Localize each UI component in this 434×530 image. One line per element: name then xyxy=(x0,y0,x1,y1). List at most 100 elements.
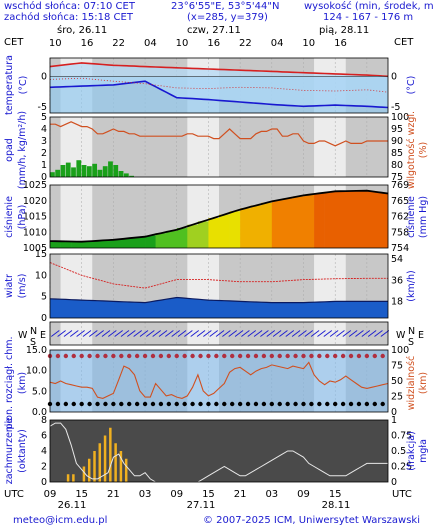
cloud-base-dot xyxy=(142,401,148,407)
cloud-top-dot xyxy=(293,353,298,359)
cloud-extent-axis-label: pion. rozciągł. chm. xyxy=(4,336,15,429)
hour-tick-top: 10 xyxy=(176,38,189,49)
wind-direction-arrow xyxy=(361,330,371,337)
pressure-tick: 1005 xyxy=(23,243,47,254)
pressure-area-strip xyxy=(92,240,104,248)
hour-tick-top: 16 xyxy=(207,38,220,49)
wind-direction-arrow xyxy=(317,330,326,337)
precip-unit-label: (mm/h, kg/m²/h) xyxy=(17,111,28,189)
wind-direction-arrow xyxy=(190,330,199,337)
wind-tick: 10 xyxy=(35,270,47,281)
panel-4-frame xyxy=(49,321,389,346)
precip-bar xyxy=(55,169,61,177)
cloud-base-dot xyxy=(206,401,211,407)
pressure-mmhg-tick: 762 xyxy=(391,212,409,223)
temp-max-line xyxy=(49,62,389,78)
precip-axis-label: opad xyxy=(4,138,15,162)
precip-tick: 2 xyxy=(41,148,47,159)
dewpoint-line xyxy=(49,77,389,93)
cloud-top-dot xyxy=(134,353,140,359)
low-cloud-bar xyxy=(109,427,112,482)
wind-direction-arrow xyxy=(234,330,244,337)
contact-email[interactable]: meteo@icm.edu.pl xyxy=(13,515,108,526)
pressure-area-strip xyxy=(71,241,82,248)
precip-bar xyxy=(76,160,82,177)
wind-direction-arrow xyxy=(114,330,123,337)
cloud-base-dot xyxy=(372,401,377,407)
fog-tick: 0.5 xyxy=(391,446,406,457)
cloud-base-dot xyxy=(63,401,69,407)
cloud-top-dot xyxy=(127,353,132,359)
panel-1-night-2 xyxy=(219,117,315,177)
sunset-text: zachód słońca: 15:18 CET xyxy=(4,12,133,23)
cloud-km-tick: 10.0 xyxy=(26,366,47,377)
grid-point-text: (x=285, y=379) xyxy=(187,12,268,23)
wind-direction-arrow xyxy=(253,330,263,337)
low-cloud-bar xyxy=(93,451,96,482)
cloud-base-dot xyxy=(127,401,132,407)
cloud-base-dot xyxy=(222,401,227,407)
sunrise-text: wschód słońca: 07:10 CET xyxy=(4,1,135,12)
hour-tick-bottom: 09 xyxy=(44,489,57,500)
precip-bar xyxy=(102,166,108,177)
cloud-base-dot xyxy=(150,401,156,407)
wind-direction-arrow xyxy=(171,330,180,337)
wind-direction-arrow xyxy=(329,330,339,337)
fog-tick: 0.75 xyxy=(391,431,412,442)
pressure-tick: 1025 xyxy=(23,180,47,191)
hour-tick-bottom: 15 xyxy=(75,489,88,500)
wind-rose-E-right: E xyxy=(418,330,424,341)
pressure-area-strip xyxy=(123,238,135,248)
precip-tick: 0 xyxy=(41,172,47,183)
wind-direction-arrow xyxy=(215,330,225,337)
cloud-top-dot xyxy=(332,353,338,359)
cloud-top-dot xyxy=(166,353,172,359)
tz-label-right: CET xyxy=(394,37,414,48)
cloud-top-dot xyxy=(55,353,61,359)
cloud-top-dot xyxy=(253,353,259,359)
coordinates-text: 23°6'55"E, 53°5'44"N xyxy=(171,1,280,12)
cloudiness-bg xyxy=(50,420,388,482)
pressure-mmhg-tick: 758 xyxy=(391,227,409,238)
wind-direction-arrow xyxy=(228,330,238,337)
wind-direction-arrow xyxy=(158,330,168,337)
wind-rose-W-right: W xyxy=(396,330,406,341)
pressure-area-strip xyxy=(229,211,241,248)
pressure-unit-right: (mm Hg) xyxy=(418,196,429,238)
pressure-mmhg-tick: 754 xyxy=(391,243,409,254)
visibility-axis-label: widzialność xyxy=(406,356,417,411)
cloud-top-dot xyxy=(380,353,385,359)
hour-tick-bottom: 09 xyxy=(170,489,183,500)
height-label: wysokość (min, środek, max) xyxy=(304,1,434,12)
wind-direction-arrow xyxy=(76,330,85,337)
wind-axis-label: wiatr xyxy=(4,274,15,298)
low-cloud-bar xyxy=(103,435,107,482)
wind-direction-arrow xyxy=(367,330,377,337)
cloud-base-dot xyxy=(166,401,172,407)
cloud-top-dot xyxy=(222,353,227,359)
hour-tick-bottom: 03 xyxy=(139,489,152,500)
wind-direction-arrow xyxy=(165,330,174,337)
cloud-km-tick: 0.0 xyxy=(32,407,47,418)
cloud-base-dot xyxy=(237,401,243,407)
temp-tick-left: 0 xyxy=(41,71,47,82)
cloud-base-dot xyxy=(356,401,362,407)
pressure-area-strip xyxy=(356,190,368,248)
wind-direction-arrow xyxy=(260,330,269,337)
visibility-line xyxy=(49,361,389,399)
day-label-top: czw, 27.11 xyxy=(187,25,241,36)
wind-direction-arrow xyxy=(374,330,383,337)
hour-tick-top: 16 xyxy=(81,38,94,49)
cloud-base-dot xyxy=(119,401,124,407)
pressure-area-strip xyxy=(102,240,114,248)
pressure-area-strip xyxy=(155,233,167,248)
panel-2-frame xyxy=(49,184,389,249)
cloud-top-dot xyxy=(174,353,179,359)
cloud-top-dot xyxy=(340,353,346,359)
cloud-top-dot xyxy=(317,353,322,359)
pressure-area-strip xyxy=(324,191,336,248)
wind-direction-arrow xyxy=(63,330,73,337)
cloud-top-dot xyxy=(150,353,156,359)
